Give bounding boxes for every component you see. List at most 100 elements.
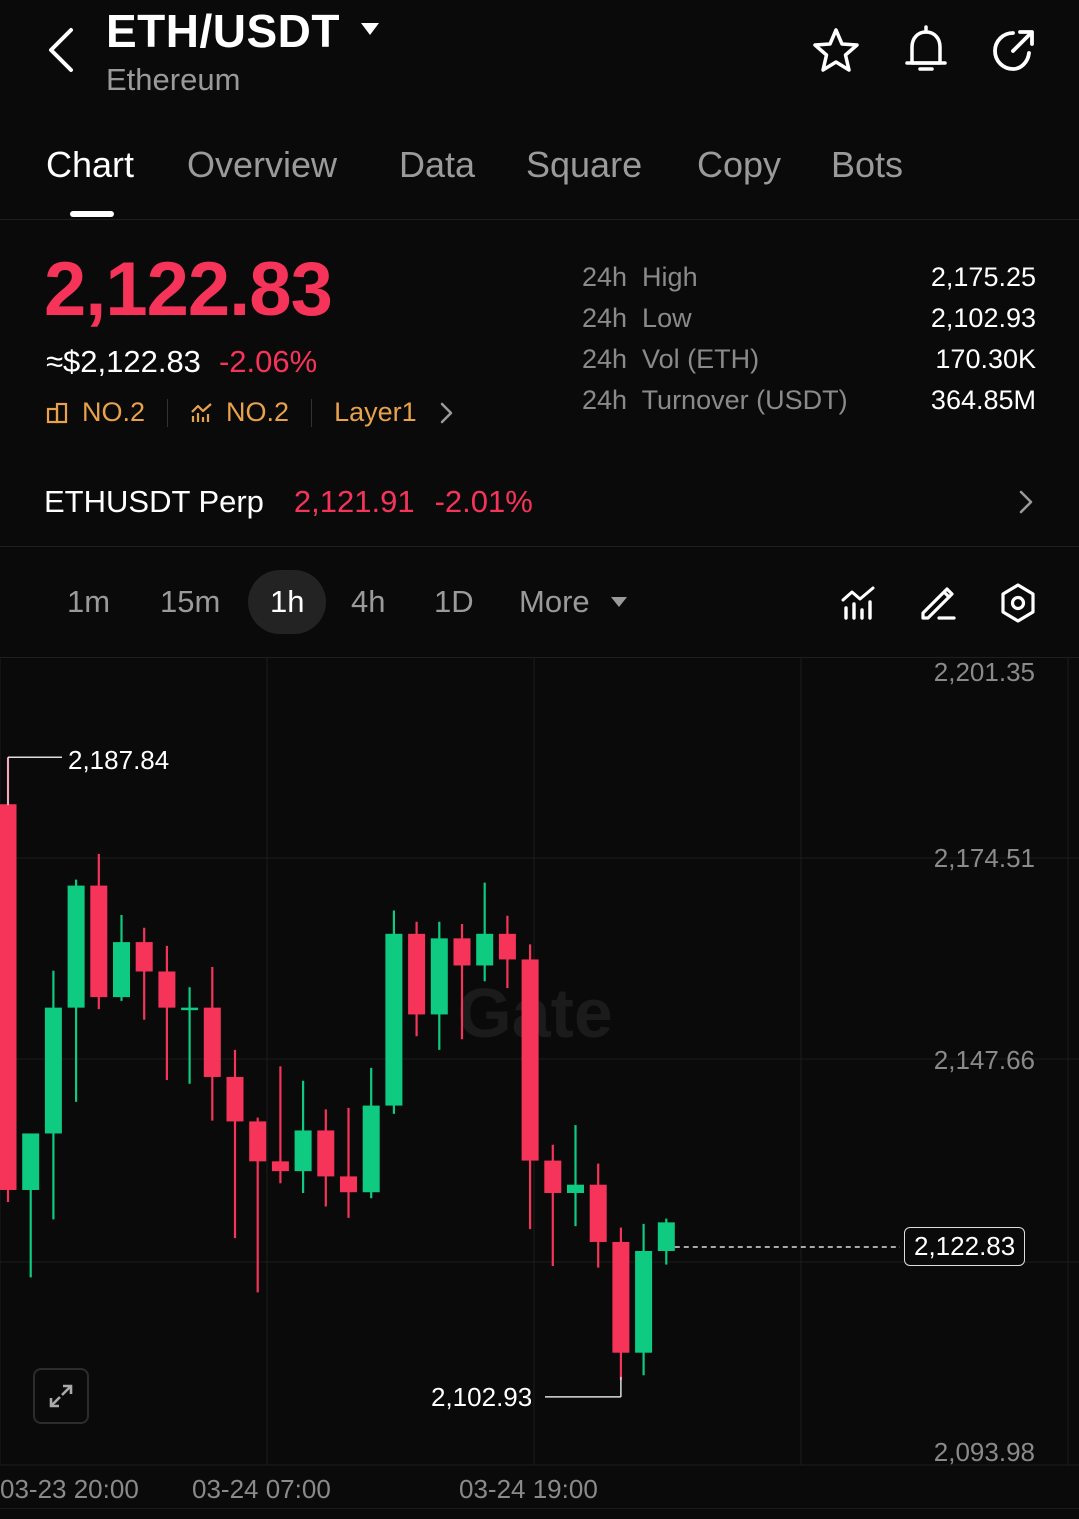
rank-tag[interactable]: NO.2 xyxy=(46,397,145,428)
current-price-tag[interactable]: 2,122.83 xyxy=(904,1227,1026,1266)
stats-24h: 24h High 2,175.25 24h Low 2,102.93 24h V… xyxy=(582,262,1036,426)
chart-settings-button[interactable] xyxy=(995,580,1041,626)
draw-button[interactable] xyxy=(915,580,961,626)
stat-turnover: 24h Turnover (USDT) 364.85M xyxy=(582,385,1036,415)
candle-body xyxy=(22,1133,40,1190)
main-tabs: Chart Overview Data Square Copy Bots xyxy=(0,138,1079,218)
candlestick-chart[interactable]: Gate 2,201.35 2,174.51 2,147.66 2,093.98… xyxy=(0,657,1079,1507)
chevron-left-icon xyxy=(49,28,73,72)
candle-body xyxy=(612,1241,630,1353)
tab-bots[interactable]: Bots xyxy=(831,144,904,185)
candle-body xyxy=(249,1121,267,1162)
candle-body xyxy=(181,1007,199,1011)
tab-copy[interactable]: Copy xyxy=(697,144,782,185)
perp-row[interactable]: ETHUSDT Perp 2,121.91 -2.01% xyxy=(44,484,1034,520)
back-button[interactable] xyxy=(36,20,86,80)
candle-body xyxy=(657,1222,675,1251)
y-tick-label: 2,174.51 xyxy=(933,843,1035,873)
tab-data[interactable]: Data xyxy=(399,144,476,185)
perp-change: -2.01% xyxy=(434,484,533,519)
interval-1m[interactable]: 1m xyxy=(67,584,111,619)
candle-body xyxy=(113,942,130,998)
trend-tag[interactable]: NO.2 xyxy=(190,397,289,428)
last-price: 2,122.83 xyxy=(44,247,333,332)
x-tick-label: 03-24 19:00 xyxy=(459,1474,598,1504)
candle-body xyxy=(453,938,471,966)
candle-body xyxy=(476,933,494,966)
indicators-button[interactable] xyxy=(836,580,882,626)
perp-name: ETHUSDT Perp xyxy=(44,484,264,519)
chevron-right-icon xyxy=(1019,490,1033,514)
divider xyxy=(0,657,1079,658)
change-percent: -2.06% xyxy=(218,344,318,379)
share-button[interactable] xyxy=(984,22,1044,78)
candle-body xyxy=(0,804,17,1190)
interval-more[interactable]: More xyxy=(519,584,628,620)
tag-row: NO.2 NO.2 Layer1 xyxy=(46,397,455,428)
pair-selector[interactable]: ETH/USDT xyxy=(106,4,381,58)
tag-separator xyxy=(311,398,313,427)
y-tick-label: 2,147.66 xyxy=(933,1045,1035,1075)
candle-body xyxy=(408,933,426,1015)
alert-button[interactable] xyxy=(896,22,956,78)
candles xyxy=(0,757,675,1380)
caret-down-icon xyxy=(361,23,380,35)
tab-chart[interactable]: Chart xyxy=(46,144,135,185)
candle-body xyxy=(226,1076,244,1122)
y-tick-label: 2,201.35 xyxy=(933,657,1035,687)
candle-body xyxy=(567,1184,584,1193)
pair-title: ETH/USDT xyxy=(106,5,340,57)
candle-body xyxy=(135,942,153,972)
candle-body xyxy=(271,1161,289,1172)
chevron-right-icon xyxy=(440,402,452,423)
candle-body xyxy=(521,959,539,1161)
tab-overview[interactable]: Overview xyxy=(187,144,338,185)
y-tick-label: 2,093.98 xyxy=(933,1437,1035,1467)
candle-body xyxy=(158,971,176,1008)
stat-high: 24h High 2,175.25 xyxy=(582,262,1036,292)
divider xyxy=(0,219,1079,220)
share-icon xyxy=(993,30,1034,71)
candle-body xyxy=(430,938,448,1015)
price-line: ≈$2,122.83 -2.06% xyxy=(46,344,317,380)
tab-square[interactable]: Square xyxy=(526,144,643,185)
candle-body xyxy=(362,1105,380,1193)
divider xyxy=(0,1508,1079,1509)
interval-4h[interactable]: 4h xyxy=(351,584,386,619)
candle-body xyxy=(635,1250,653,1353)
max-price-label: 2,187.84 xyxy=(68,745,170,775)
star-icon xyxy=(813,28,859,72)
stat-low: 24h Low 2,102.93 xyxy=(582,303,1036,333)
interval-1d[interactable]: 1D xyxy=(434,584,474,619)
candle-body xyxy=(294,1130,312,1172)
x-tick-label: 03-24 07:00 xyxy=(192,1474,331,1504)
bell-icon xyxy=(905,25,947,71)
pencil-icon xyxy=(921,587,956,620)
settings-icon xyxy=(1001,583,1035,623)
category-tag[interactable]: Layer1 xyxy=(334,397,455,428)
coin-name: Ethereum xyxy=(106,62,241,97)
interval-bar: 1m 15m 1h 4h 1D More xyxy=(0,566,1079,638)
candle-body xyxy=(67,885,85,1008)
chart-annotations xyxy=(7,756,900,1398)
candle-body xyxy=(385,933,403,1106)
tag-separator xyxy=(167,398,169,427)
chart-canvas[interactable]: Gate xyxy=(0,657,1079,1507)
approx-usd: ≈$2,122.83 xyxy=(46,344,201,379)
active-tab-indicator xyxy=(70,211,114,217)
interval-15m[interactable]: 15m xyxy=(160,584,221,619)
interval-1h[interactable]: 1h xyxy=(248,570,327,634)
fullscreen-button[interactable] xyxy=(33,1368,89,1424)
candle-body xyxy=(340,1176,357,1193)
favorite-button[interactable] xyxy=(806,22,866,78)
expand-icon xyxy=(49,1384,73,1408)
candle-body xyxy=(90,885,108,998)
chart-grid xyxy=(0,657,1079,1466)
candle-body xyxy=(44,1007,62,1134)
candle-body xyxy=(498,933,516,960)
candle-body xyxy=(589,1184,607,1242)
stat-volume: 24h Vol (ETH) 170.30K xyxy=(582,344,1036,374)
caret-down-icon xyxy=(611,597,628,607)
perp-price: 2,121.91 xyxy=(293,484,415,519)
candle-body xyxy=(317,1130,335,1177)
